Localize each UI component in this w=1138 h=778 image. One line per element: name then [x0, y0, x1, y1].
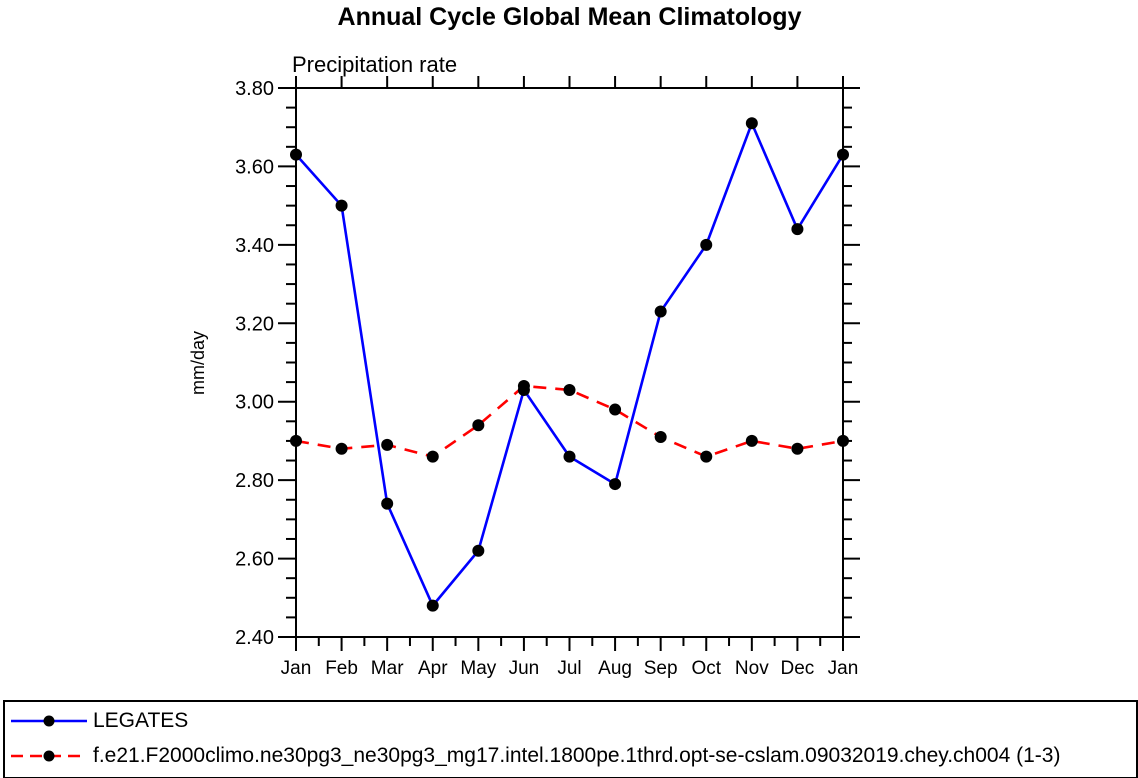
data-point-series-0 — [563, 450, 576, 463]
x-tick-label: Jun — [509, 658, 540, 679]
y-tick-label: 3.40 — [235, 235, 274, 257]
plot-frame — [295, 87, 844, 638]
legates-line-swatch — [11, 715, 87, 726]
data-point-series-1 — [426, 450, 439, 463]
legend-label-model: f.e21.F2000climo.ne30pg3_ne30pg3_mg17.in… — [93, 743, 1061, 767]
x-tick-label: Oct — [691, 658, 721, 679]
data-point-series-1 — [791, 442, 804, 455]
plot-subtitle: Precipitation rate — [292, 52, 457, 77]
data-point-series-1 — [290, 434, 302, 447]
y-tick-label: 2.60 — [235, 549, 274, 571]
data-point-series-0 — [837, 148, 849, 161]
data-point-series-1 — [745, 434, 758, 447]
data-point-series-0 — [745, 117, 758, 130]
legend-entry-model: f.e21.F2000climo.ne30pg3_ne30pg3_mg17.in… — [10, 738, 1136, 773]
y-tick-label: 3.20 — [235, 313, 274, 335]
data-point-series-1 — [837, 434, 849, 447]
data-point-series-1 — [381, 438, 394, 451]
data-point-series-1 — [563, 383, 576, 396]
x-tick-label: Apr — [418, 658, 448, 679]
plot-area: Precipitation rate mm/day 2.40 2.60 2.80 3.… — [188, 52, 860, 679]
x-tick-label: Sep — [644, 658, 678, 679]
model-swatch-marker — [43, 750, 55, 761]
data-point-series-0 — [700, 238, 713, 251]
data-point-series-1 — [517, 380, 530, 393]
x-tick-label: Aug — [598, 658, 632, 679]
data-point-series-0 — [609, 478, 622, 491]
data-point-series-1 — [335, 442, 348, 455]
x-tick-label: Nov — [735, 658, 769, 679]
y-tick-label: 3.00 — [235, 392, 274, 414]
data-point-series-0 — [381, 497, 394, 510]
data-point-series-0 — [335, 199, 348, 212]
legates-swatch-marker — [43, 715, 55, 726]
series-line-0 — [295, 119, 845, 609]
data-point-series-1 — [609, 403, 622, 416]
data-point-series-1 — [472, 419, 485, 432]
data-point-series-0 — [472, 544, 485, 557]
model-line-swatch — [11, 750, 87, 761]
x-tick-label: Feb — [325, 658, 358, 679]
data-point-series-0 — [654, 305, 667, 318]
x-tick-label: Mar — [371, 658, 404, 679]
x-tick-label: Dec — [781, 658, 815, 679]
legend-entry-legates: LEGATES — [10, 703, 1136, 738]
legend-label-legates: LEGATES — [93, 708, 189, 732]
y-tick-label: 3.80 — [235, 78, 274, 100]
y-tick-label: 2.80 — [235, 470, 274, 492]
x-tick-label: Jan — [828, 658, 859, 679]
y-tick-label: 2.40 — [235, 627, 274, 649]
legend-box: LEGATES f.e21.F2000climo.ne30pg3_ne30pg3… — [3, 700, 1138, 778]
chart-title: Annual Cycle Global Mean Climatology — [337, 3, 802, 31]
data-point-series-0 — [426, 599, 439, 612]
data-point-series-1 — [654, 431, 667, 444]
data-point-series-0 — [791, 223, 804, 236]
y-tick-label: 3.60 — [235, 156, 274, 178]
x-tick-label: May — [460, 658, 496, 679]
x-tick-label: Jul — [557, 658, 581, 679]
y-axis-label: mm/day — [188, 331, 208, 395]
data-point-series-1 — [700, 450, 713, 463]
x-tick-label: Jan — [281, 658, 312, 679]
data-point-series-0 — [290, 148, 302, 161]
